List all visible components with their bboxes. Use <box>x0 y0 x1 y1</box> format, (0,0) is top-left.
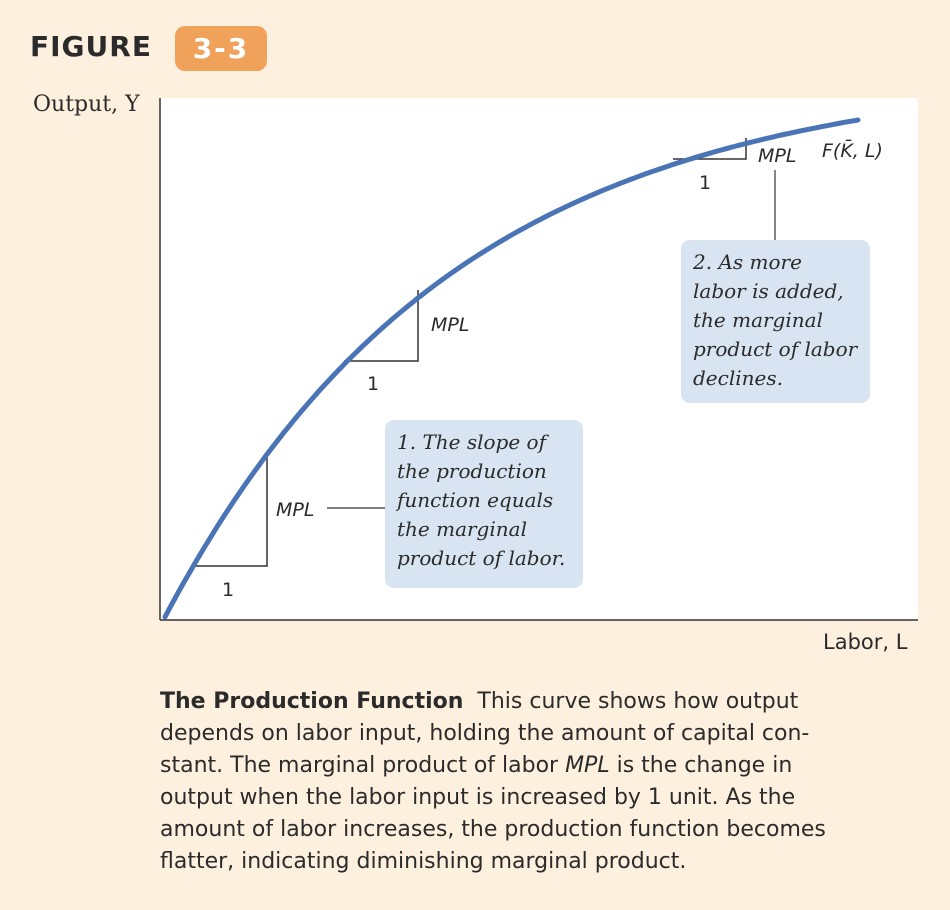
x-axis-label: Labor, L <box>823 630 908 654</box>
callout-2-line: labor is added, <box>693 279 844 303</box>
callout-1-line: the production <box>397 459 547 483</box>
slope-triangle-1-lines <box>194 452 268 567</box>
caption-line-4: output when the labor input is increased… <box>160 785 796 810</box>
slope-triangle-2-lines <box>344 290 419 362</box>
slope-triangle-2: MPL 1 <box>344 290 469 395</box>
figure-caption: The Production Function This curve shows… <box>160 686 920 878</box>
production-function-curve <box>162 117 861 620</box>
caption-line-6: flatter, indicating diminishing marginal… <box>160 849 687 874</box>
slope-triangle-3-rise-label: MPL <box>758 145 796 167</box>
slope-triangle-3-run-label: 1 <box>699 172 711 194</box>
caption-title: The Production Function <box>160 689 464 714</box>
slope-triangle-1-run-label: 1 <box>222 579 234 601</box>
callout-1-line: the marginal <box>397 517 527 541</box>
slope-triangle-2-rise-label: MPL <box>431 314 469 336</box>
curve-label: F(K̄, L) <box>822 138 883 162</box>
slope-triangle-2-run-label: 1 <box>367 373 379 395</box>
caption-mpl-term: MPL <box>565 753 610 778</box>
caption-line-5: amount of labor increases, the productio… <box>160 817 826 842</box>
callout-2-line: 2. As more <box>693 250 802 274</box>
caption-line-2: depends on labor input, holding the amou… <box>160 721 810 746</box>
callout-1-line: function equals <box>397 488 554 512</box>
slope-triangle-1-rise-label: MPL <box>276 499 314 521</box>
slope-triangle-1: MPL 1 <box>194 452 385 601</box>
callout-1-line: product of labor. <box>397 546 566 570</box>
callout-2-line: declines. <box>693 366 783 390</box>
figure-label: FIGURE <box>30 30 152 63</box>
callout-mpl-declines: 2. As more labor is added, the marginal … <box>681 240 870 403</box>
y-axis-label: Output, Y <box>33 92 140 117</box>
figure-number-badge: 3-3 <box>175 26 267 71</box>
caption-line-3: stant. The marginal product of labor MPL… <box>160 750 920 782</box>
caption-text: is the change in <box>609 753 793 778</box>
callout-slope-equals-mpl: 1. The slope of the production function … <box>385 420 583 588</box>
caption-line-1: The Production Function This curve shows… <box>160 686 920 718</box>
callout-1-line: 1. The slope of <box>397 430 546 454</box>
callout-2-line: product of labor <box>693 337 858 361</box>
caption-text: This curve shows how output <box>477 689 799 714</box>
callout-2-line: the marginal <box>693 308 823 332</box>
caption-text: stant. The marginal product of labor <box>160 753 566 778</box>
